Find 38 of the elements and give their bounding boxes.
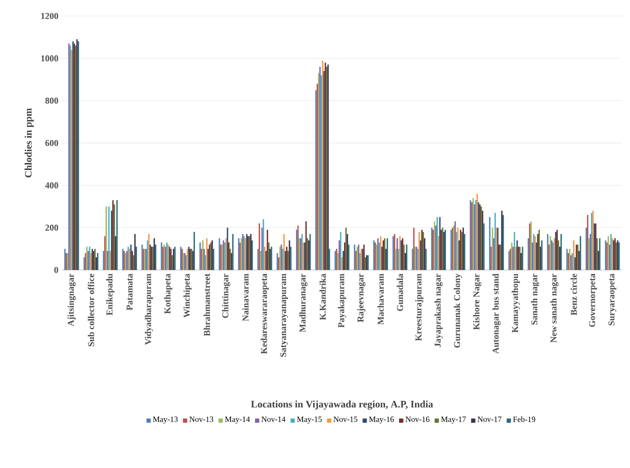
x-tick-label: Governorpeta <box>589 274 597 327</box>
x-tick-label: K.Kandrika <box>320 274 326 320</box>
x-tick-label: Suryaraopeta <box>608 274 616 326</box>
y-tick-label: 600 <box>45 140 58 146</box>
x-tick-label: Kreesturajpuram <box>415 274 424 341</box>
x-tick-label: Madhuranagar <box>299 274 308 332</box>
x-tick-label: Benz circle <box>570 274 577 316</box>
x-tick-label: Winchipeta <box>183 274 192 318</box>
x-tick-label: Ajitsingnagar <box>68 274 76 326</box>
x-tick-label: Machavaram <box>377 274 384 325</box>
x-tick-label: Autonagar bus stand <box>492 274 501 354</box>
x-tick-label: Payakapuram <box>338 274 346 328</box>
y-tick-label: 200 <box>45 224 58 231</box>
y-tick-label: 1200 <box>41 12 58 20</box>
x-tick-label: Kamayyathopu <box>512 274 520 333</box>
x-tick-label: Enikepadu <box>106 274 114 316</box>
x-tick-label: Jayaprakash nagar <box>434 274 443 348</box>
x-tick-label: Gunadala <box>396 274 404 311</box>
y-tick-label: 0 <box>54 266 58 274</box>
x-tick-label: New sanath nagar <box>550 274 559 343</box>
x-tick-label: Kothapeta <box>164 274 172 314</box>
x-tick-label: Nainavaram <box>242 274 249 322</box>
x-tick-label: Rajeevnagar <box>357 274 366 322</box>
x-tick-label: Kedareswararaopeta <box>260 274 269 354</box>
x-tick-label: Patamata <box>126 274 133 310</box>
x-tick-label: Sanath nagar <box>531 274 540 325</box>
x-tick-label: Gurunanak Colony <box>454 274 462 348</box>
y-tick-label: 800 <box>45 98 58 104</box>
y-tick-label: 1000 <box>41 55 58 62</box>
x-tick-label: Vidyadharapuram <box>144 274 153 345</box>
y-axis-title: Chlodies in ppm <box>24 108 34 178</box>
x-axis-title: Locations in Vijayawada region, A.P, India <box>251 400 433 410</box>
x-tick-label: Kishore Nagar <box>473 274 482 330</box>
x-tick-label: Sub collector office <box>88 274 94 346</box>
x-tick-label: Chittinagar <box>222 274 230 318</box>
y-tick-label: 400 <box>45 182 58 188</box>
x-tick-label: Bhrahmanstreet <box>204 274 210 336</box>
x-tick-label: Satyanarayanapuram <box>280 274 288 357</box>
